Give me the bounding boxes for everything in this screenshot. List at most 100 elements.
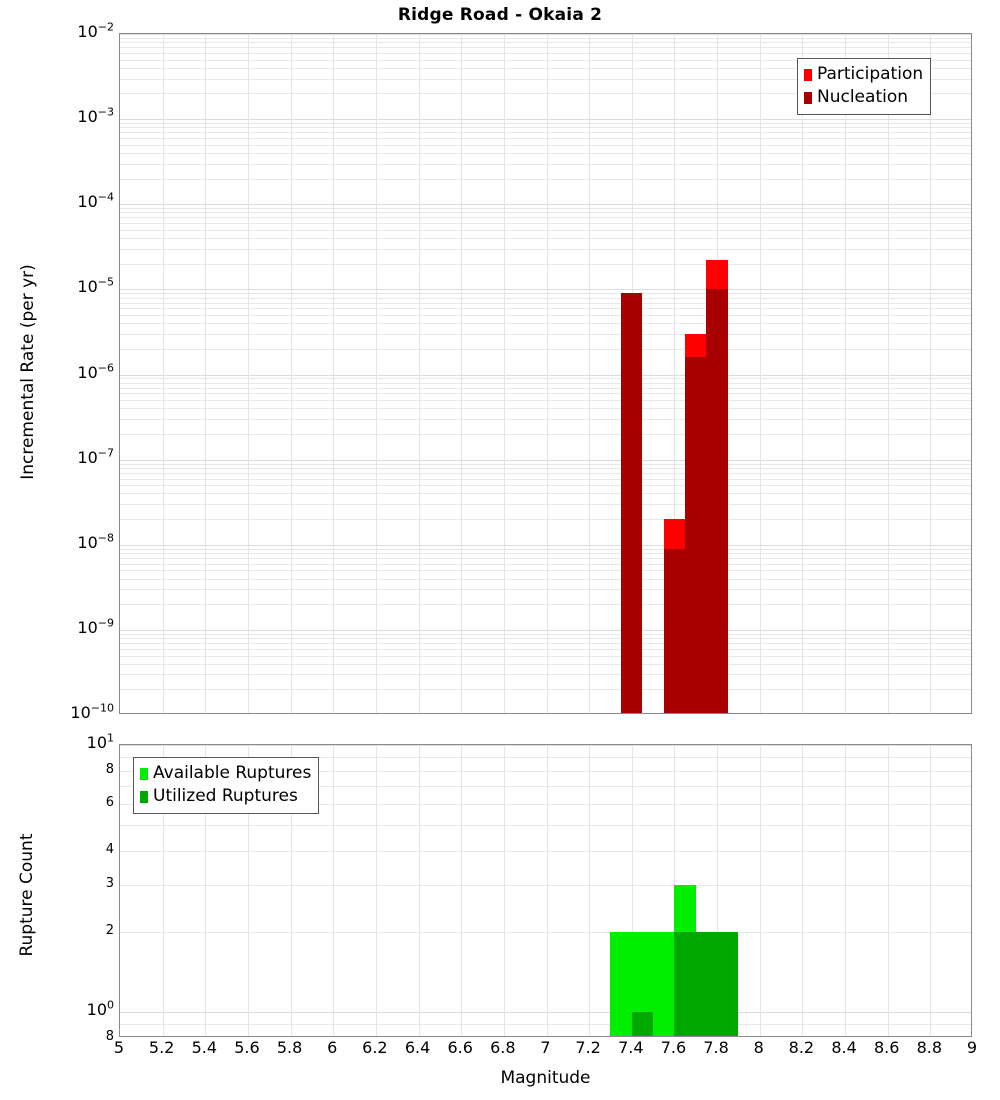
gridline bbox=[717, 745, 719, 1036]
gridline bbox=[120, 485, 971, 487]
gridline bbox=[120, 633, 971, 635]
gridline bbox=[461, 34, 463, 713]
gridline bbox=[589, 745, 591, 1036]
available-ruptures-swatch-icon bbox=[140, 767, 148, 780]
legend-label: Utilized Ruptures bbox=[153, 786, 298, 806]
gridline bbox=[120, 37, 971, 39]
gridline bbox=[120, 408, 971, 410]
gridline bbox=[120, 138, 971, 139]
gridline bbox=[120, 119, 971, 121]
gridline bbox=[120, 238, 971, 240]
gridline bbox=[120, 52, 971, 54]
gridline bbox=[120, 152, 971, 154]
gridline bbox=[120, 459, 971, 461]
legend-item-participation: Participation bbox=[804, 63, 923, 86]
bar-utilized-ruptures bbox=[717, 931, 739, 1036]
y-tick-label: 10−6 bbox=[77, 361, 114, 382]
gridline bbox=[887, 745, 889, 1036]
x-tick-label: 7 bbox=[540, 1038, 551, 1057]
gridline bbox=[290, 34, 292, 713]
y-tick-label: 10−8 bbox=[77, 531, 114, 552]
gridline bbox=[120, 745, 971, 746]
gridline bbox=[162, 745, 164, 1036]
gridline bbox=[120, 223, 971, 225]
gridline bbox=[120, 208, 971, 210]
gridline bbox=[120, 770, 971, 772]
y-tick-label: 10−7 bbox=[77, 446, 114, 467]
legend-label: Nucleation bbox=[817, 87, 909, 107]
x-tick-label: 8.4 bbox=[831, 1038, 857, 1057]
gridline bbox=[120, 419, 971, 420]
y-tick-label-minor: 3 bbox=[105, 875, 114, 891]
legend-item-nucleation: Nucleation bbox=[804, 86, 923, 109]
x-tick-label: 8.8 bbox=[916, 1038, 943, 1057]
gridline bbox=[120, 217, 971, 219]
gridline bbox=[120, 400, 971, 402]
gridline bbox=[120, 1012, 971, 1014]
gridline bbox=[120, 663, 971, 665]
legend-item-available-ruptures: Available Ruptures bbox=[140, 762, 311, 785]
gridline bbox=[802, 34, 804, 713]
gridline bbox=[120, 674, 971, 676]
gridline bbox=[120, 42, 971, 44]
gridline bbox=[546, 745, 548, 1036]
gridline bbox=[120, 504, 971, 506]
gridline bbox=[802, 745, 804, 1036]
x-axis-title: Magnitude bbox=[500, 1068, 591, 1088]
bar-nucleation bbox=[621, 293, 643, 713]
x-tick-label: 7.2 bbox=[575, 1038, 601, 1057]
y-tick-label-minor: 8 bbox=[105, 761, 114, 777]
gridline bbox=[120, 544, 971, 546]
gridline bbox=[120, 123, 971, 125]
gridline bbox=[674, 34, 676, 713]
gridline bbox=[461, 745, 463, 1036]
top-y-axis-title: Incremental Rate (per yr) bbox=[18, 264, 38, 480]
gridline bbox=[503, 745, 505, 1036]
gridline bbox=[120, 93, 971, 95]
gridline bbox=[120, 557, 971, 559]
gridline bbox=[930, 745, 932, 1036]
gridline bbox=[120, 589, 971, 591]
gridline bbox=[375, 34, 377, 713]
gridline bbox=[120, 387, 971, 389]
page-title: Ridge Road - Okaia 2 bbox=[397, 5, 603, 25]
bar-nucleation bbox=[663, 548, 686, 713]
gridline bbox=[887, 34, 889, 713]
gridline bbox=[120, 638, 971, 640]
gridline bbox=[120, 34, 971, 35]
x-tick-label: 9 bbox=[966, 1038, 978, 1057]
y-tick-label: 10−9 bbox=[77, 616, 114, 637]
gridline bbox=[120, 289, 971, 291]
gridline bbox=[120, 463, 971, 465]
gridline bbox=[120, 229, 971, 231]
gridline bbox=[120, 552, 971, 554]
gridline bbox=[418, 34, 420, 713]
y-tick-label: 10−10 bbox=[70, 701, 114, 722]
gridline bbox=[120, 493, 971, 495]
x-tick-label: 5.4 bbox=[191, 1038, 218, 1057]
y-tick-label: 10−3 bbox=[77, 105, 114, 127]
y-tick-label: 10−2 bbox=[77, 20, 114, 41]
legend-item-utilized-ruptures: Utilized Ruptures bbox=[140, 785, 311, 808]
gridline bbox=[845, 745, 847, 1036]
participation-swatch-icon bbox=[804, 68, 812, 81]
gridline bbox=[120, 178, 971, 180]
gridline bbox=[120, 293, 971, 295]
gridline bbox=[333, 745, 335, 1036]
bottom-gridlines bbox=[120, 745, 971, 1036]
gridline bbox=[205, 34, 207, 713]
y-tick-label: 10−5 bbox=[77, 276, 114, 297]
gridline bbox=[120, 393, 971, 395]
x-tick-label: 7.6 bbox=[660, 1038, 687, 1057]
gridline bbox=[120, 59, 971, 61]
gridline bbox=[546, 34, 548, 713]
gridline bbox=[120, 163, 971, 165]
gridline bbox=[120, 689, 971, 691]
gridline bbox=[120, 333, 971, 335]
bar-nucleation bbox=[706, 289, 728, 713]
bar-available-ruptures bbox=[631, 931, 654, 1036]
x-tick-label: 7.8 bbox=[703, 1038, 729, 1057]
gridline bbox=[120, 78, 971, 80]
bar-utilized-ruptures bbox=[695, 931, 718, 1036]
